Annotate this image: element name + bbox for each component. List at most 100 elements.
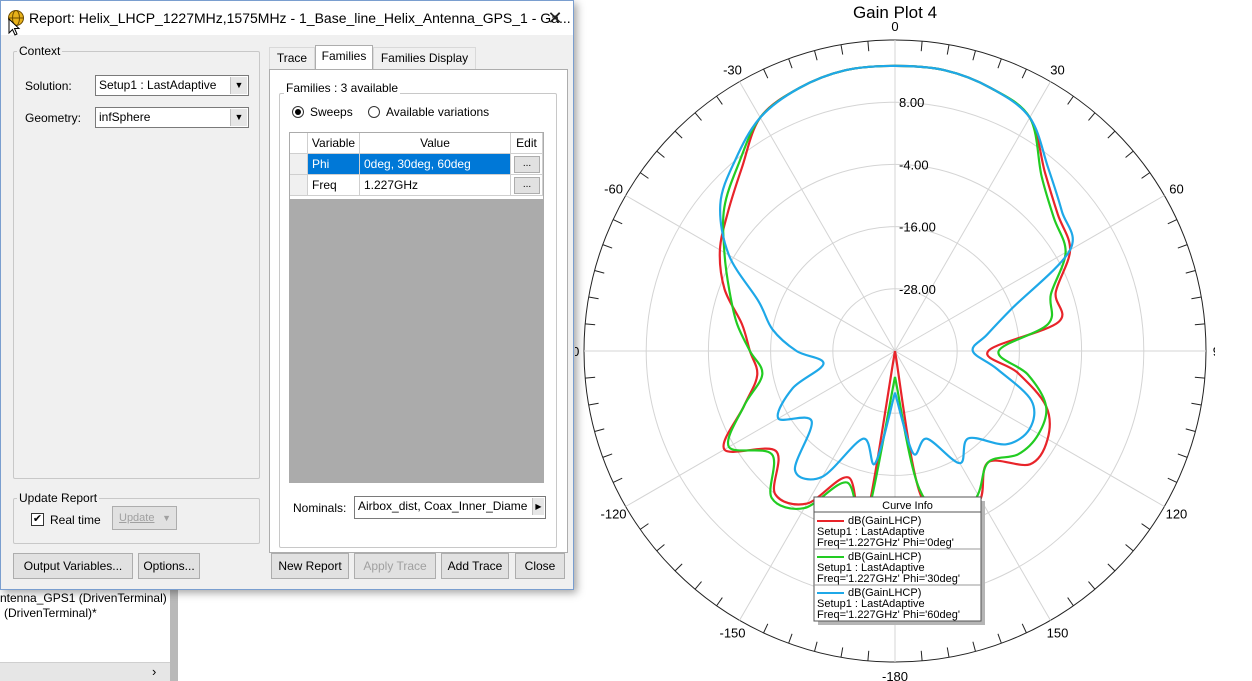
geometry-label: Geometry:: [25, 111, 82, 125]
solution-select[interactable]: Setup1 : LastAdaptive ▼: [95, 75, 249, 96]
table-row-edit-cell: [511, 154, 543, 175]
radial-tick-label: -4.00: [899, 157, 929, 172]
table-row-value[interactable]: 0deg, 30deg, 60deg: [360, 154, 511, 175]
available-variations-label: Available variations: [386, 105, 490, 119]
column-header-variable[interactable]: Variable: [308, 133, 360, 154]
report-dialog: Report: Helix_LHCP_1227MHz,1575MHz - 1_B…: [0, 0, 574, 590]
legend-series-name: dB(GainLHCP): [848, 587, 921, 599]
context-legend: Context: [17, 44, 63, 58]
outer-tick: [814, 641, 818, 652]
vertical-scrollbar[interactable]: [170, 560, 178, 681]
outer-tick: [763, 623, 769, 634]
options-button[interactable]: Options...: [138, 553, 200, 579]
horizontal-scrollbar[interactable]: ›: [0, 662, 170, 681]
available-variations-radio[interactable]: [368, 106, 380, 118]
grid-spoke: [894, 81, 1051, 352]
outer-tick: [1177, 453, 1188, 458]
table-row-variable[interactable]: Freq: [308, 175, 360, 196]
outer-tick: [1107, 563, 1116, 572]
outer-tick: [1021, 623, 1027, 634]
outer-tick: [946, 647, 950, 658]
update-button[interactable]: Update ▼: [112, 506, 177, 530]
outer-tick: [1167, 219, 1178, 225]
outer-tick: [972, 641, 976, 652]
outer-tick: [867, 41, 870, 52]
apply-trace-button[interactable]: Apply Trace: [354, 553, 436, 579]
nominals-select[interactable]: Airbox_dist, Coax_Inner_Diame ▶: [354, 496, 546, 519]
dialog-title: Report: Helix_LHCP_1227MHz,1575MHz - 1_B…: [29, 10, 571, 26]
update-report-legend: Update Report: [17, 491, 100, 505]
tab-trace[interactable]: Trace: [269, 47, 315, 69]
outer-tick: [639, 172, 649, 179]
geometry-select[interactable]: infSphere ▼: [95, 107, 249, 128]
legend-series-freq: Freq='1.227GHz' Phi='0deg': [817, 537, 954, 549]
outer-tick: [1167, 477, 1178, 483]
angle-tick-label: -30: [723, 63, 742, 78]
outer-tick: [1141, 523, 1151, 530]
grid-spoke: [894, 350, 1051, 621]
grid-spoke: [625, 195, 896, 352]
outer-tick: [1141, 172, 1151, 179]
angle-tick-label: 120: [1166, 507, 1188, 522]
edit-freq-button[interactable]: ...: [514, 177, 540, 194]
outer-tick: [997, 633, 1002, 644]
row-header[interactable]: [290, 175, 308, 196]
add-trace-button[interactable]: Add Trace: [441, 553, 509, 579]
polar-labels: 0 30 60 90 120 150 -180 -150 -120 -90 -60 -30 8.00 -4…: [575, 19, 1215, 681]
radial-tick-label: 8.00: [899, 95, 924, 110]
new-report-button[interactable]: New Report: [271, 553, 349, 579]
outer-tick: [788, 633, 793, 644]
angle-tick-label: 30: [1050, 63, 1064, 78]
outer-tick: [639, 523, 649, 530]
table-row-value[interactable]: 1.227GHz: [360, 175, 511, 196]
legend-box[interactable]: [813, 496, 982, 622]
chart-title: Gain Plot 4: [853, 3, 937, 22]
families-legend: Families : 3 available: [284, 81, 401, 95]
outer-tick: [585, 376, 596, 379]
outer-tick: [656, 150, 665, 158]
outer-tick: [946, 44, 950, 55]
outer-tick: [1107, 130, 1116, 139]
close-button[interactable]: Close: [515, 553, 565, 579]
close-icon[interactable]: ✕: [547, 8, 563, 28]
legend-title: Curve Info: [882, 500, 933, 512]
realtime-checkbox[interactable]: ✔: [31, 513, 44, 526]
row-header[interactable]: [290, 154, 308, 175]
tree-item-terminal-1[interactable]: ntenna_GPS1 (DrivenTerminal): [0, 591, 167, 605]
legend-series-name: dB(GainLHCP): [848, 551, 921, 563]
tab-families[interactable]: Families: [315, 45, 373, 70]
outer-tick: [694, 581, 702, 590]
outer-tick: [1185, 270, 1196, 274]
update-report-group: [13, 498, 260, 544]
outer-tick: [1125, 544, 1134, 552]
dialog-titlebar[interactable]: Report: Helix_LHCP_1227MHz,1575MHz - 1_B…: [1, 1, 573, 35]
outer-tick: [674, 563, 683, 572]
column-header-edit[interactable]: Edit: [511, 133, 543, 154]
table-row-variable[interactable]: Phi: [308, 154, 360, 175]
outer-tick: [612, 219, 623, 225]
edit-phi-button[interactable]: ...: [514, 156, 540, 173]
chevron-down-icon: ▼: [230, 109, 247, 126]
column-header-value[interactable]: Value: [360, 133, 511, 154]
nominals-value: Airbox_dist, Coax_Inner_Diame: [358, 499, 528, 513]
outer-tick: [920, 41, 923, 52]
tab-families-display[interactable]: Families Display: [373, 47, 476, 69]
tree-item-terminal-2[interactable]: (DrivenTerminal)*: [4, 606, 97, 620]
sweeps-radio[interactable]: [292, 106, 304, 118]
scroll-right-arrow-icon[interactable]: ›: [152, 664, 157, 679]
angle-tick-label: -150: [719, 625, 745, 640]
angle-tick-label: 60: [1169, 182, 1183, 197]
outer-tick: [694, 112, 702, 121]
legend-series-freq: Freq='1.227GHz' Phi='60deg': [817, 609, 960, 621]
radial-tick-label: -28.00: [899, 282, 936, 297]
outer-tick: [920, 650, 923, 661]
series-line-2: [719, 64, 1074, 481]
outer-tick: [594, 270, 605, 274]
output-variables-button[interactable]: Output Variables...: [13, 553, 133, 579]
update-button-label: Update: [119, 512, 155, 524]
outer-tick: [1194, 323, 1205, 326]
table-row-edit-cell: [511, 175, 543, 196]
outer-tick: [716, 95, 723, 105]
outer-tick: [1088, 581, 1096, 590]
